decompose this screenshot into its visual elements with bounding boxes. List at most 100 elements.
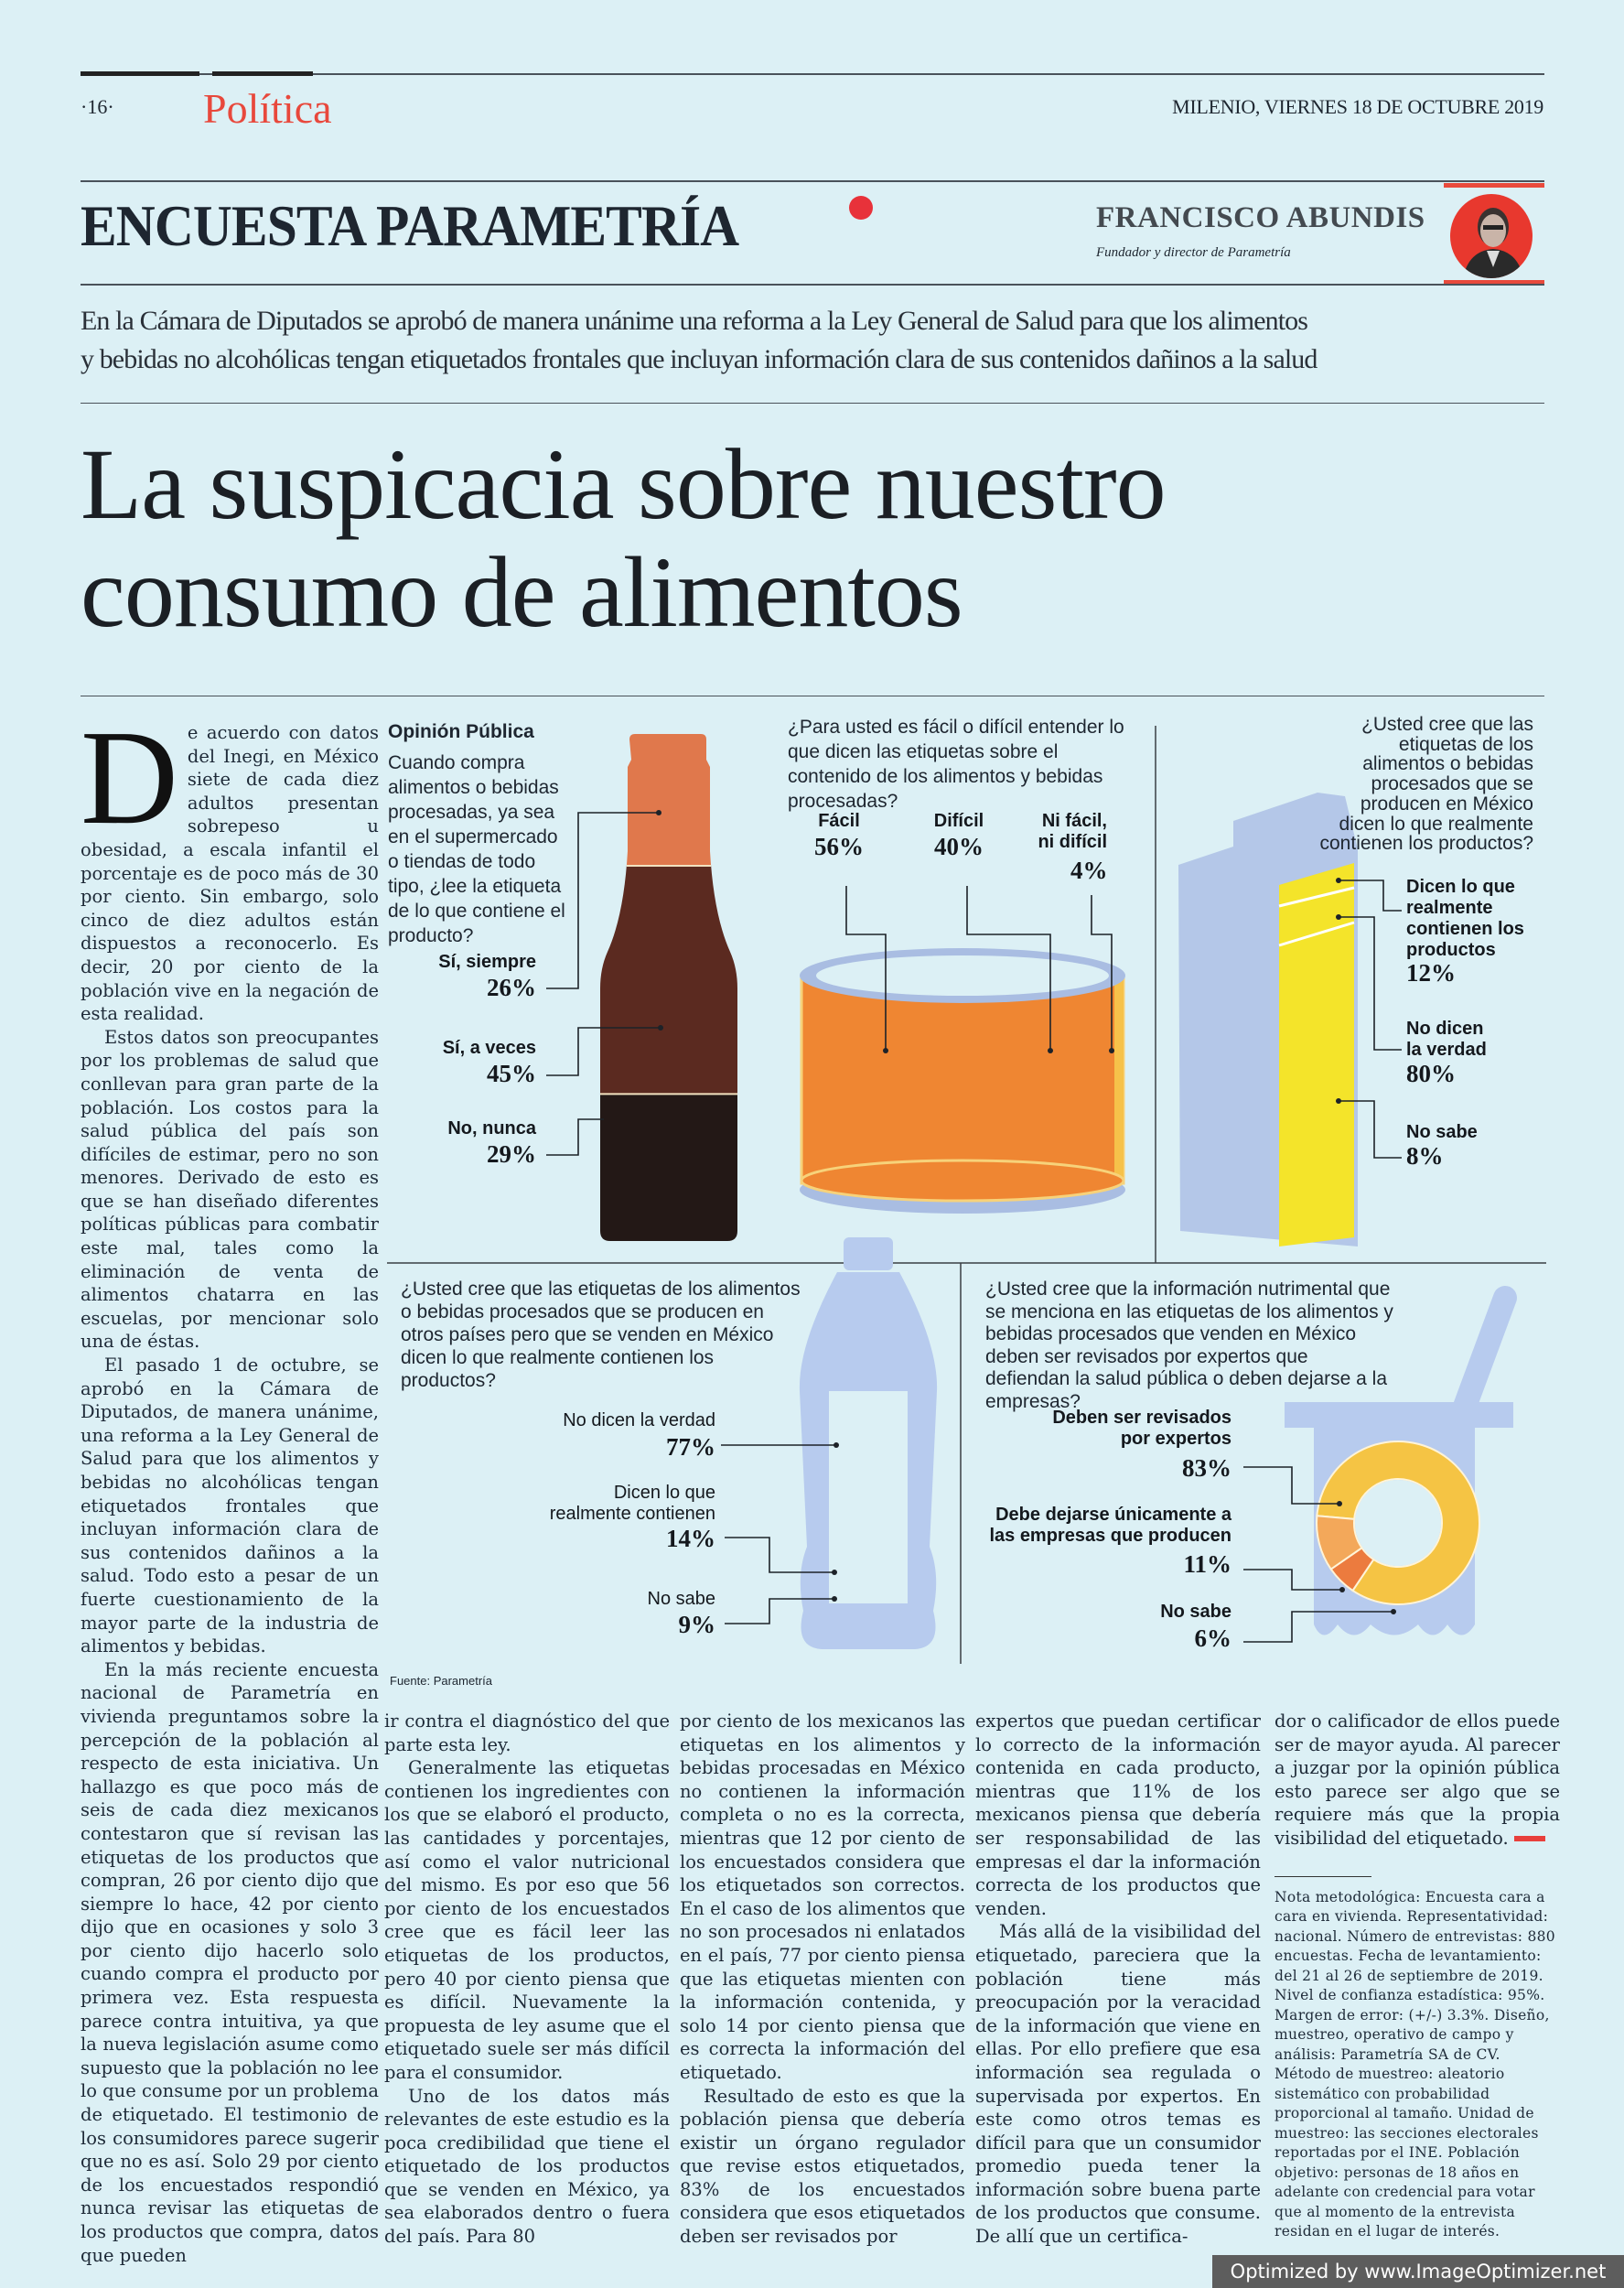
answer-label: No, nunca: [447, 1118, 536, 1139]
deck-line: y bebidas no alcohólicas tengan etiqueta…: [81, 344, 1317, 374]
answer-label: Sí, a veces: [442, 1038, 536, 1058]
answer-label: Difícil: [933, 811, 984, 831]
leader-dot: [1337, 1501, 1342, 1506]
answer-label-line: No dicen: [1406, 1019, 1484, 1039]
watermark: Optimized by www.ImageOptimizer.net: [1212, 2255, 1624, 2288]
leader-dot: [1336, 914, 1341, 920]
donut-hole: [1355, 1480, 1441, 1566]
answer-value: 4%: [1070, 857, 1108, 884]
answer-label-line: por expertos: [1120, 1429, 1231, 1449]
answer-value: 8%: [1406, 1142, 1444, 1170]
leader-line: [546, 1118, 604, 1156]
article-paragraph: Más allá de la visibilidad del etiquetad…: [975, 1921, 1261, 2248]
dateline: MILENIO, VIERNES 18 DE OCTUBRE 2019: [1172, 95, 1543, 118]
leader-dot: [1336, 1098, 1341, 1104]
paragraph-text: dor o calificador de ellos puede ser de …: [1274, 1711, 1560, 1849]
end-mark-icon: [1513, 1836, 1545, 1842]
leader-dot: [1336, 878, 1341, 883]
author-accent-bar: [1444, 280, 1544, 285]
answer-label-line: contienen los: [1406, 919, 1524, 939]
article-column-4: expertos que puedan certificar lo correc…: [975, 1710, 1261, 2249]
paragraph-text: e acuerdo con datos del Inegi, en México…: [81, 722, 379, 1025]
article-paragraph: ir contra el diagnóstico del que parte e…: [384, 1711, 670, 1755]
infographic-kicker: Opinión Pública: [388, 721, 534, 742]
article-column-2: ir contra el diagnóstico del que parte e…: [384, 1710, 670, 2249]
leader-dot: [883, 1048, 888, 1053]
article-paragraph: Resultado de esto es que la población pi…: [680, 2085, 965, 2248]
bottle-segment: [600, 866, 737, 1095]
review-question: ¿Usted cree que la información nutriment…: [985, 1279, 1393, 1412]
leader-dot: [1109, 1048, 1114, 1053]
answer-label-line: realmente: [1406, 898, 1493, 918]
answer-value: 83%: [1182, 1454, 1231, 1482]
answer-label: Sí, siempre: [438, 952, 536, 972]
leader-line: [725, 1537, 834, 1573]
answer-label: No sabe: [1160, 1602, 1231, 1622]
answer-label: No sabe: [1406, 1122, 1478, 1142]
answer-value: 77%: [666, 1433, 715, 1461]
milk-carton-icon: [1178, 793, 1358, 1247]
ease-question: ¿Para usted es fácil o difícil entender …: [788, 717, 1124, 812]
leader-dot: [832, 1596, 837, 1602]
donut-slice: [1316, 1515, 1363, 1570]
answer-label: Debe dejarse únicamente a las empresas q…: [933, 1505, 1231, 1547]
column-header-rule: [81, 180, 1544, 182]
top-rule-accent: [212, 71, 313, 76]
answer-label: Deben ser revisados por expertos: [933, 1408, 1231, 1450]
answer-value: 11%: [1183, 1550, 1231, 1578]
deck-summary: En la Cámara de Diputados se aprobó de m…: [81, 302, 1554, 379]
source-credit: Fuente: Parametría: [390, 1674, 492, 1688]
answer-label-line: productos: [1406, 940, 1496, 960]
headline: La suspicacia sobre nuestro consumo de a…: [81, 430, 1167, 646]
article-column-3: por ciento de los mexicanos las etiqueta…: [680, 1710, 965, 2249]
column-header-rule: [81, 284, 1544, 286]
author-role: Fundador y director de Parametría: [1096, 245, 1291, 260]
answer-label-line: Dicen lo que: [1406, 877, 1515, 897]
donut-chart: [1316, 1441, 1480, 1605]
note-rule: [1274, 1875, 1371, 1877]
answer-label: No dicen la verdad: [563, 1410, 715, 1430]
imported-question: ¿Usted cree que las etiquetas de los ali…: [401, 1279, 801, 1391]
answer-value: 80%: [1406, 1060, 1456, 1087]
article-paragraph: expertos que puedan certificar lo correc…: [975, 1711, 1261, 1919]
answer-value: 12%: [1406, 959, 1456, 987]
top-rule-accent: [81, 71, 199, 76]
leader-dot: [1048, 1048, 1053, 1053]
donut-slice: [1316, 1441, 1480, 1605]
article-column-5: dor o calificador de ellos puede ser de …: [1274, 1710, 1560, 2242]
column-title: ENCUESTA PARAMETRÍA: [81, 193, 739, 258]
author-avatar: [1450, 194, 1533, 278]
article-paragraph: Estos datos son preocupantes por los pro…: [81, 1026, 379, 1353]
article-paragraph: Uno de los datos más relevantes de este …: [384, 2085, 670, 2248]
bottle-segment: [600, 1094, 737, 1241]
answer-label-line: Deben ser revisados: [1052, 1408, 1231, 1428]
leader-line: [1243, 1569, 1342, 1591]
read-label-question: Cuando compra alimentos o bebidas proces…: [388, 752, 565, 946]
drop-cap: D: [81, 703, 178, 853]
leader-dot: [832, 1570, 837, 1575]
deck-rule: [81, 403, 1544, 404]
leader-dot: [656, 810, 661, 815]
methodology-note: Nota metodológica: Encuesta cara a cara …: [1274, 1888, 1555, 2240]
plastic-bottle-icon: [799, 1237, 938, 1649]
leader-dot: [834, 1442, 839, 1448]
deck-line: En la Cámara de Diputados se aprobó de m…: [81, 306, 1308, 336]
section-name: Política: [203, 85, 332, 132]
author-portrait-icon: [1463, 208, 1523, 278]
leader-dot: [658, 1025, 663, 1031]
answer-label-line: la verdad: [1406, 1040, 1487, 1060]
leader-line: [725, 1598, 834, 1624]
leader-dot: [1339, 1587, 1345, 1592]
answer-value: 9%: [678, 1611, 716, 1638]
answer-label-line: Debe dejarse únicamente a: [995, 1505, 1231, 1525]
answer-label-line: Dicen lo que: [613, 1483, 715, 1503]
answer-value: 26%: [487, 974, 536, 1001]
article-paragraph: El pasado 1 de octubre, se aprobó en la …: [81, 1354, 379, 1657]
answer-label-line: ni difícil: [1038, 832, 1107, 852]
top-rule: [81, 73, 1544, 75]
red-dot-logo-mark: [849, 196, 873, 220]
answer-value: 45%: [487, 1060, 536, 1087]
answer-label: Dicen lo que realmente contienen: [439, 1483, 715, 1525]
